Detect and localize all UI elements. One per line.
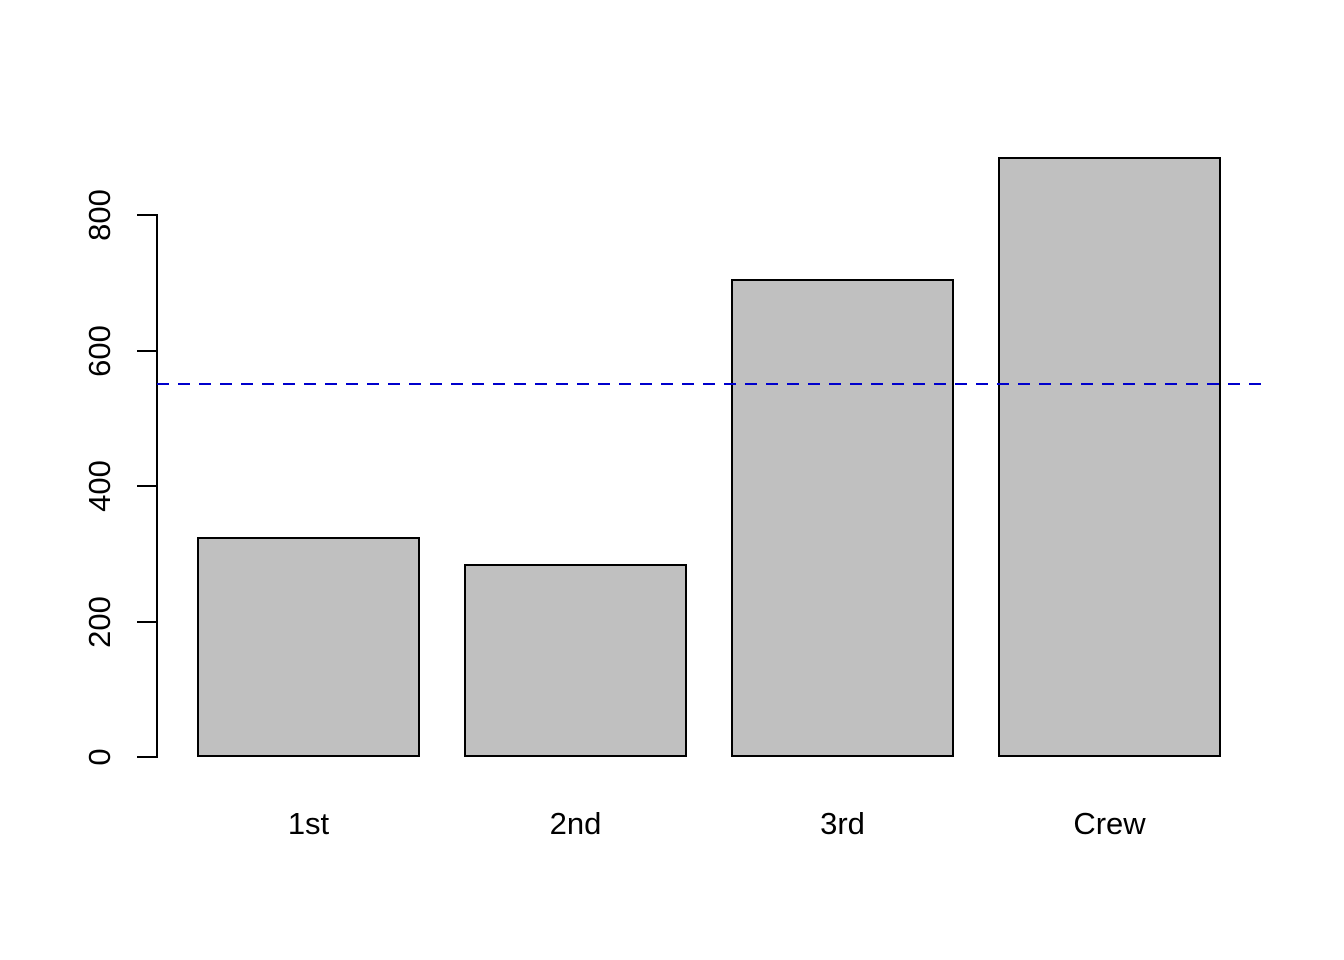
x-category-label: 2nd xyxy=(549,806,602,841)
bar-Crew xyxy=(998,157,1221,757)
x-category-label: 1st xyxy=(287,806,330,841)
x-category-label: Crew xyxy=(1073,806,1146,841)
y-axis-tick-label: 400 xyxy=(82,460,117,512)
y-axis-tick xyxy=(137,620,157,623)
y-axis-tick xyxy=(137,485,157,487)
bar-3rd xyxy=(731,278,954,757)
y-axis-line xyxy=(156,214,158,758)
y-axis-tick xyxy=(137,349,157,352)
y-axis-tick xyxy=(137,756,157,758)
y-axis-tick-label: 0 xyxy=(82,748,117,766)
y-axis-tick xyxy=(137,214,157,216)
y-axis-tick-label: 600 xyxy=(82,324,117,377)
mean-reference-line xyxy=(157,383,1265,386)
bar-1st xyxy=(197,536,420,757)
y-axis-tick-label: 800 xyxy=(82,189,117,241)
y-axis-tick-label: 200 xyxy=(82,595,117,648)
x-category-label: 3rd xyxy=(820,806,865,841)
bar-2nd xyxy=(464,563,687,757)
